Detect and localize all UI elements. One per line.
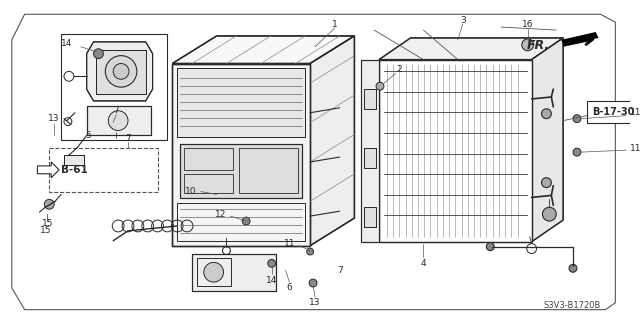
Text: 12: 12 xyxy=(215,210,227,219)
Polygon shape xyxy=(310,36,355,246)
Text: 6: 6 xyxy=(287,284,292,293)
Text: 14: 14 xyxy=(266,276,277,285)
Text: 3: 3 xyxy=(460,16,466,25)
Bar xyxy=(364,148,376,168)
Circle shape xyxy=(541,109,551,119)
Text: 1: 1 xyxy=(332,20,338,29)
Circle shape xyxy=(44,199,54,209)
Text: S3V3-B1720B: S3V3-B1720B xyxy=(543,301,600,310)
Text: 10: 10 xyxy=(186,187,197,196)
Polygon shape xyxy=(86,42,152,101)
Bar xyxy=(587,101,640,122)
Circle shape xyxy=(93,49,104,59)
Text: 16: 16 xyxy=(522,20,534,29)
Text: 5: 5 xyxy=(85,131,91,140)
Text: B-61: B-61 xyxy=(61,165,88,175)
Bar xyxy=(177,69,305,137)
Bar xyxy=(364,148,376,168)
Polygon shape xyxy=(561,32,598,46)
Text: 7: 7 xyxy=(337,266,342,275)
Text: 13: 13 xyxy=(309,298,321,307)
Bar xyxy=(97,50,146,94)
Bar xyxy=(364,89,376,109)
Circle shape xyxy=(573,115,581,122)
Text: 13: 13 xyxy=(49,114,60,123)
Bar xyxy=(180,144,302,198)
Bar xyxy=(177,203,305,241)
Bar xyxy=(86,106,150,135)
Bar xyxy=(197,258,232,286)
Text: 2: 2 xyxy=(396,65,401,74)
Bar xyxy=(177,69,305,137)
Polygon shape xyxy=(532,38,563,242)
Bar xyxy=(184,174,234,193)
Bar xyxy=(362,60,379,242)
Circle shape xyxy=(108,111,128,130)
Circle shape xyxy=(543,207,556,221)
Bar xyxy=(172,63,310,246)
Bar xyxy=(192,254,276,291)
Circle shape xyxy=(242,217,250,225)
Circle shape xyxy=(486,243,494,250)
Text: 11: 11 xyxy=(630,144,640,153)
Circle shape xyxy=(64,71,74,81)
Text: 4: 4 xyxy=(420,259,426,268)
Circle shape xyxy=(268,259,276,267)
Circle shape xyxy=(309,279,317,287)
Bar xyxy=(172,63,310,246)
Circle shape xyxy=(376,82,384,90)
Text: 11: 11 xyxy=(284,239,295,248)
Text: FR.: FR. xyxy=(526,39,549,52)
Bar xyxy=(192,254,276,291)
Text: 14: 14 xyxy=(61,39,72,48)
Circle shape xyxy=(569,264,577,272)
Bar xyxy=(180,144,302,198)
Text: B-17-30: B-17-30 xyxy=(592,107,634,117)
Bar xyxy=(49,148,157,192)
Circle shape xyxy=(307,248,314,255)
Bar xyxy=(362,60,379,242)
Bar xyxy=(184,148,234,170)
Circle shape xyxy=(113,63,129,79)
Bar xyxy=(364,207,376,227)
Bar xyxy=(239,148,298,193)
Circle shape xyxy=(106,56,137,87)
Text: 7: 7 xyxy=(125,134,131,143)
Bar xyxy=(61,34,168,140)
Circle shape xyxy=(204,263,223,282)
Polygon shape xyxy=(379,38,563,60)
Text: 7: 7 xyxy=(113,106,119,115)
Polygon shape xyxy=(37,162,59,178)
Circle shape xyxy=(541,178,551,188)
Bar xyxy=(364,89,376,109)
Polygon shape xyxy=(64,155,84,165)
Bar xyxy=(379,60,532,242)
Text: 15: 15 xyxy=(42,219,53,228)
Bar xyxy=(86,106,150,135)
Text: 11: 11 xyxy=(630,108,640,117)
Polygon shape xyxy=(172,36,355,63)
Bar xyxy=(379,60,532,242)
Bar xyxy=(364,207,376,227)
Circle shape xyxy=(522,39,534,51)
Circle shape xyxy=(573,148,581,156)
Text: 15: 15 xyxy=(40,226,51,235)
Bar xyxy=(97,50,146,94)
